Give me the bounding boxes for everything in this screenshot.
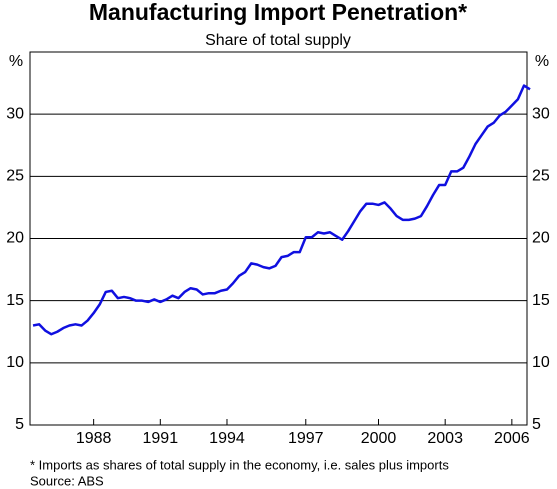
x-tick-label: 2006 [494,430,530,447]
y-tick-label-right: 25 [532,168,550,185]
y-tick-label-right: 5 [532,416,541,433]
y-tick-label-right: 15 [532,292,550,309]
y-unit-right: % [535,53,549,70]
footnote: * Imports as shares of total supply in t… [30,457,449,472]
y-tick-label-left: 15 [6,292,24,309]
x-tick-label: 1997 [288,430,324,447]
y-tick-label-right: 20 [532,230,550,247]
chart-title: Manufacturing Import Penetration* [89,0,467,25]
y-tick-label-right: 30 [532,105,550,122]
x-tick-label: 1994 [209,430,245,447]
x-tick-label: 2003 [427,430,463,447]
x-tick-label: 2000 [361,430,397,447]
y-tick-label-left: 25 [6,168,24,185]
y-tick-label-right: 10 [532,354,550,371]
data-line [32,84,531,336]
chart-subtitle: Share of total supply [205,32,351,49]
y-tick-label-left: 20 [6,230,24,247]
y-tick-label-left: 5 [15,416,24,433]
y-tick-label-left: 30 [6,105,24,122]
x-tick-label: 1988 [76,430,112,447]
y-unit-left: % [9,53,23,70]
source: Source: ABS [30,473,104,488]
x-tick-label: 1991 [143,430,179,447]
plot-frame [29,51,528,426]
y-tick-label-left: 10 [6,354,24,371]
